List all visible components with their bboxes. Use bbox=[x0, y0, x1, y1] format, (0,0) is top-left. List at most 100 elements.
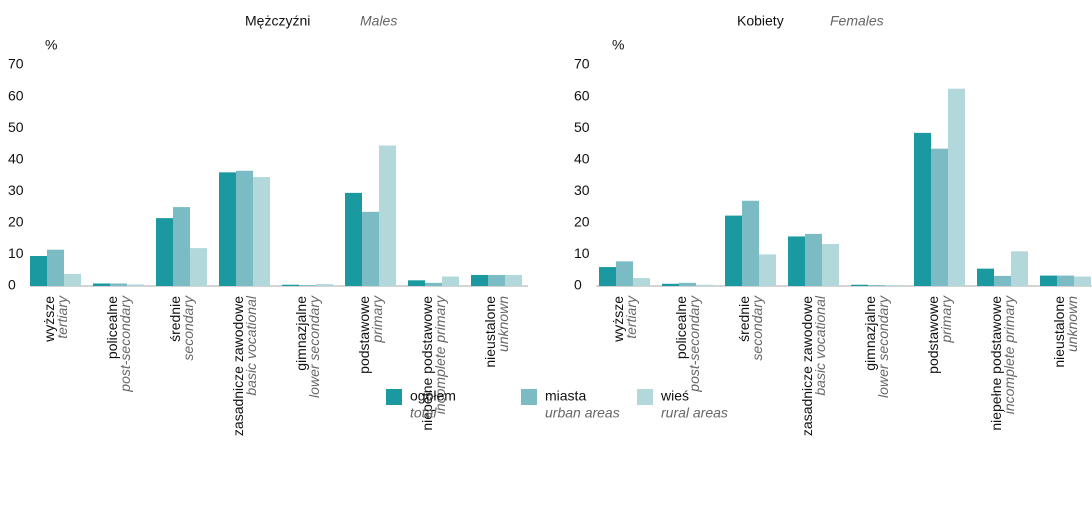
bar bbox=[759, 254, 776, 286]
x-tick-label-en: incomplete primary bbox=[1001, 295, 1017, 414]
bar bbox=[742, 200, 759, 286]
bar bbox=[931, 148, 948, 286]
bar bbox=[173, 207, 190, 286]
y-tick-label: 50 bbox=[8, 119, 24, 135]
bar bbox=[788, 236, 805, 286]
x-tick-label-en: tertiary bbox=[623, 295, 639, 339]
bar bbox=[408, 280, 425, 286]
bar bbox=[236, 170, 253, 286]
legend-label-en: rural areas bbox=[661, 405, 728, 421]
legend-label-en: total bbox=[410, 405, 437, 421]
bar bbox=[64, 274, 81, 286]
x-tick-label-en: primary bbox=[369, 295, 385, 344]
x-tick-label: podstawowe bbox=[356, 296, 372, 374]
y-tick-label: 60 bbox=[8, 87, 24, 103]
x-tick-label: gimnazjalne bbox=[293, 296, 309, 371]
x-tick-label: zasadnicze zawodowe bbox=[230, 296, 246, 436]
bar bbox=[379, 145, 396, 286]
legend-label: wieś bbox=[660, 388, 689, 404]
bar bbox=[425, 282, 442, 286]
legend-label: ogółem bbox=[410, 388, 456, 404]
x-tick-label-en: primary bbox=[938, 295, 954, 344]
bar bbox=[851, 284, 868, 286]
bar bbox=[633, 278, 650, 286]
bar bbox=[316, 284, 333, 286]
y-axis-label: % bbox=[45, 37, 57, 53]
y-tick-label: 70 bbox=[574, 56, 590, 72]
x-tick-label: średnie bbox=[736, 296, 752, 342]
y-tick-label: 40 bbox=[8, 150, 24, 166]
x-tick-label-en: post-secondary bbox=[686, 295, 702, 393]
bar bbox=[1011, 251, 1028, 286]
bar bbox=[282, 284, 299, 286]
x-tick-label: wyższe bbox=[41, 296, 57, 343]
x-tick-label-en: tertiary bbox=[54, 295, 70, 339]
x-tick-label: policealne bbox=[673, 296, 689, 359]
chart-title: Mężczyźni bbox=[245, 13, 310, 29]
bar bbox=[662, 283, 679, 286]
chart-subtitle: Females bbox=[830, 13, 884, 29]
y-tick-label: 70 bbox=[8, 56, 24, 72]
x-tick-label-en: unknown bbox=[495, 296, 511, 352]
x-tick-label: zasadnicze zawodowe bbox=[799, 296, 815, 436]
bar bbox=[805, 233, 822, 286]
y-tick-label: 0 bbox=[8, 277, 16, 293]
legend-swatch bbox=[637, 389, 653, 405]
y-tick-label: 10 bbox=[574, 245, 590, 261]
bar bbox=[994, 275, 1011, 286]
bar bbox=[1057, 275, 1074, 286]
legend-label-en: urban areas bbox=[545, 405, 620, 421]
y-tick-label: 20 bbox=[8, 214, 24, 230]
y-tick-label: 50 bbox=[574, 119, 590, 135]
bar bbox=[1040, 275, 1057, 286]
x-tick-label-en: lower secondary bbox=[875, 295, 891, 398]
bar bbox=[30, 256, 47, 286]
legend-swatch bbox=[386, 389, 402, 405]
x-tick-label-en: unknown bbox=[1064, 296, 1080, 352]
bar bbox=[47, 249, 64, 286]
y-tick-label: 10 bbox=[8, 245, 24, 261]
legend-label: miasta bbox=[545, 388, 586, 404]
bar bbox=[110, 283, 127, 286]
bar bbox=[1074, 276, 1091, 286]
x-tick-label: średnie bbox=[167, 296, 183, 342]
bar bbox=[822, 244, 839, 286]
y-tick-label: 0 bbox=[574, 277, 582, 293]
bar bbox=[948, 88, 965, 286]
bar bbox=[679, 282, 696, 286]
bar bbox=[127, 284, 144, 286]
x-tick-label: gimnazjalne bbox=[862, 296, 878, 371]
bar bbox=[299, 285, 316, 286]
bar bbox=[914, 132, 931, 286]
bar bbox=[471, 274, 488, 286]
x-tick-label: policealne bbox=[104, 296, 120, 359]
legend-swatch bbox=[521, 389, 537, 405]
bar bbox=[616, 261, 633, 286]
y-tick-label: 30 bbox=[8, 182, 24, 198]
bar bbox=[725, 215, 742, 286]
x-tick-label: wyższe bbox=[610, 296, 626, 343]
chart-title: Kobiety bbox=[737, 13, 784, 29]
y-tick-label: 30 bbox=[574, 182, 590, 198]
x-tick-label-en: secondary bbox=[749, 295, 765, 361]
x-tick-label: podstawowe bbox=[925, 296, 941, 374]
x-tick-label-en: incomplete primary bbox=[432, 295, 448, 414]
y-tick-label: 60 bbox=[574, 87, 590, 103]
chart-subtitle: Males bbox=[360, 13, 397, 29]
x-tick-label-en: basic vocational bbox=[812, 295, 828, 396]
bar bbox=[156, 218, 173, 286]
x-tick-label-en: lower secondary bbox=[306, 295, 322, 398]
y-axis-label: % bbox=[612, 37, 624, 53]
x-tick-label-en: secondary bbox=[180, 295, 196, 361]
bar bbox=[190, 248, 207, 286]
bar bbox=[885, 285, 902, 286]
bar bbox=[219, 172, 236, 286]
bar bbox=[253, 177, 270, 286]
bar bbox=[599, 267, 616, 286]
bar bbox=[362, 211, 379, 286]
x-tick-label-en: post-secondary bbox=[117, 295, 133, 393]
x-tick-label: nieustalone bbox=[1051, 296, 1067, 368]
bar bbox=[868, 285, 885, 286]
y-tick-label: 40 bbox=[574, 150, 590, 166]
